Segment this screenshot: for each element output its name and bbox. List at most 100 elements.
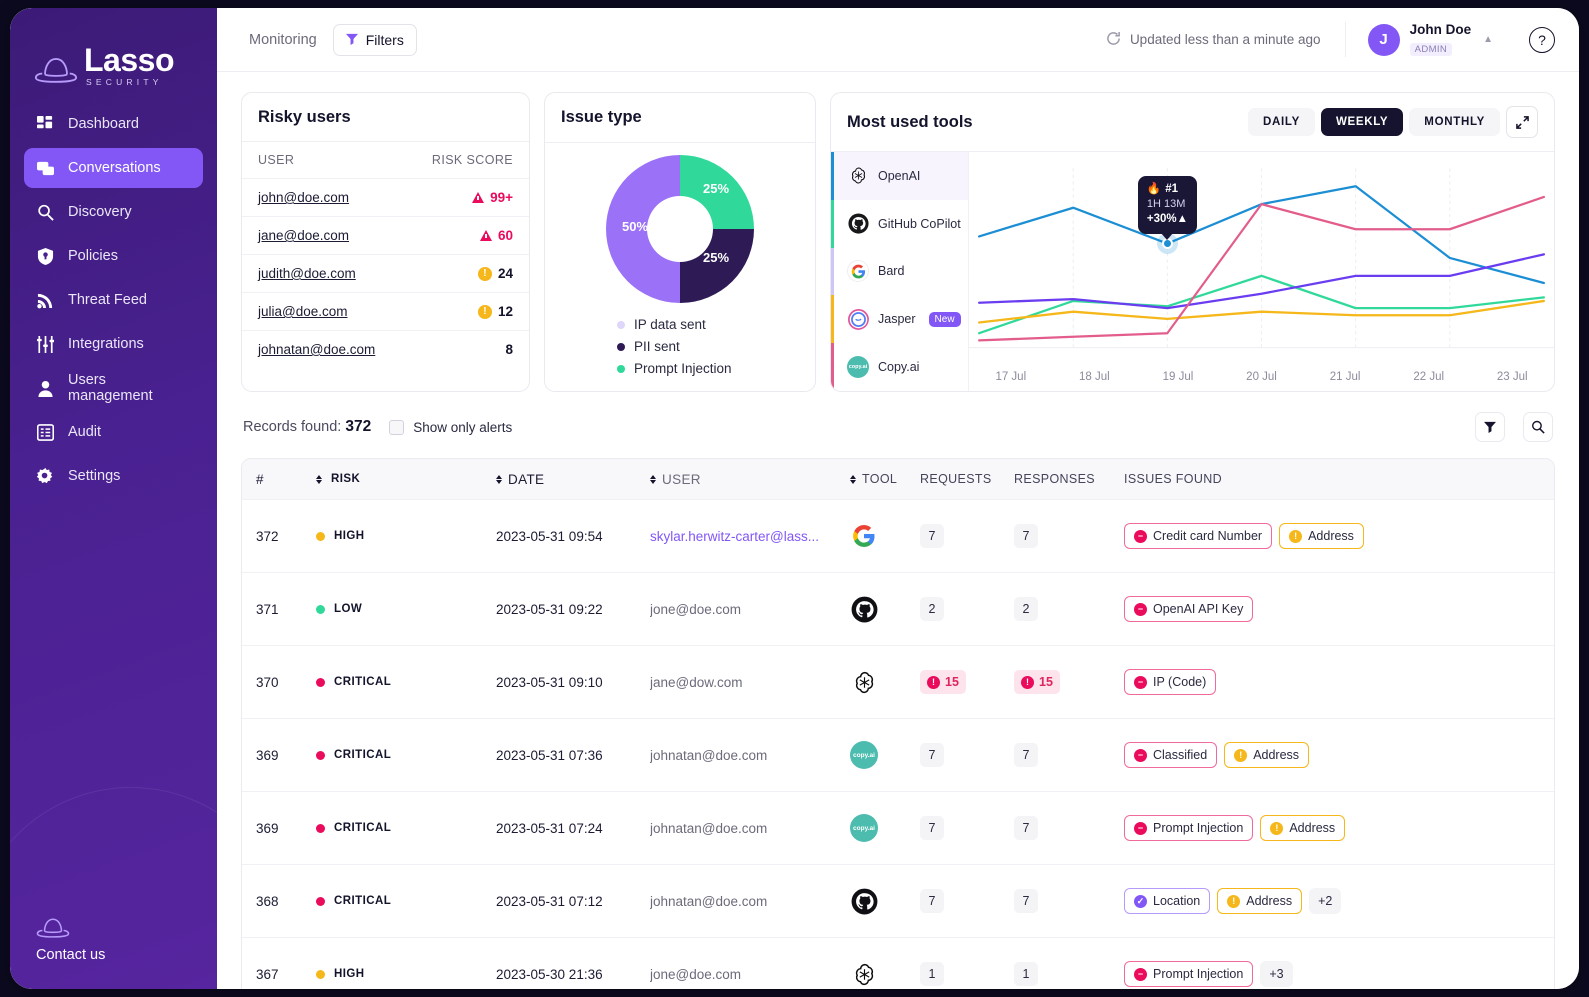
cell-date: 2023-05-31 07:24 [496, 820, 603, 836]
issue-more-badge[interactable]: +2 [1309, 888, 1342, 914]
risky-user-row[interactable]: johnatan@doe.com 8 [242, 331, 529, 368]
sidebar-item-conversations[interactable]: Conversations [24, 148, 203, 188]
user-menu[interactable]: J John Doe ADMIN ▲ [1344, 22, 1493, 57]
legend-label: IP data sent [634, 317, 706, 332]
cell-issues: − Prompt Injection! Address [1124, 815, 1554, 841]
issue-tag[interactable]: − IP (Code) [1124, 669, 1217, 695]
count-badge: 7 [920, 889, 944, 913]
table-row[interactable]: 368 CRITICAL 2023-05-31 07:12 johnatan@doe.… [242, 864, 1554, 937]
tool-label: OpenAI [878, 168, 921, 183]
col-header-risk[interactable]: RISK [316, 473, 496, 485]
table-row[interactable]: 371 LOW 2023-05-31 09:22 jone@doe.com 2 2 − Ope… [242, 572, 1554, 645]
sidebar-item-label: Threat Feed [68, 292, 147, 308]
cell-date: 2023-05-30 21:36 [496, 966, 603, 982]
col-header-user[interactable]: USER [650, 472, 850, 487]
tool-item-openai[interactable]: OpenAI [831, 152, 968, 200]
table-body: 372 HIGH 2023-05-31 09:54 skylar.herwitz-ca… [242, 499, 1554, 989]
logo-wordmark: Lasso [84, 41, 174, 78]
issue-tag[interactable]: ✓ Location [1124, 888, 1211, 914]
range-daily-button[interactable]: DAILY [1248, 108, 1315, 136]
risky-user-email[interactable]: judith@doe.com [258, 266, 356, 281]
count-badge: 2 [920, 597, 944, 621]
risky-user-row[interactable]: john@doe.com 99+ [242, 179, 529, 217]
cell-tool: copy.ai [850, 741, 920, 769]
table-row[interactable]: 369 CRITICAL 2023-05-31 07:36 johnatan@doe.… [242, 718, 1554, 791]
risky-user-email[interactable]: johnatan@doe.com [258, 342, 376, 357]
tool-item-jasper[interactable]: Jasper New [831, 295, 968, 344]
col-header-date[interactable]: DATE [496, 472, 650, 487]
checkbox-box[interactable] [389, 419, 405, 435]
issue-tag[interactable]: − Classified [1124, 742, 1218, 768]
risky-user-email[interactable]: john@doe.com [258, 190, 350, 205]
issue-tag[interactable]: − OpenAI API Key [1124, 596, 1254, 622]
issue-more-badge[interactable]: +3 [1260, 961, 1293, 987]
issue-tag[interactable]: − Prompt Injection [1124, 961, 1254, 987]
count-badge: ! 15 [920, 670, 966, 694]
sort-icon[interactable] [316, 474, 322, 484]
table-row[interactable]: 370 CRITICAL 2023-05-31 09:10 jane@dow.com!… [242, 645, 1554, 718]
contact-us-link[interactable]: Contact us [36, 915, 105, 963]
google-icon [850, 522, 878, 550]
sidebar-item-policies[interactable]: Policies [24, 236, 203, 276]
issue-tag[interactable]: − Prompt Injection [1124, 815, 1254, 841]
expand-icon[interactable] [1506, 106, 1538, 138]
table-row[interactable]: 372 HIGH 2023-05-31 09:54 skylar.herwitz-ca… [242, 499, 1554, 572]
count-badge: 2 [1014, 597, 1038, 621]
col-header-tool[interactable]: TOOL [850, 472, 920, 486]
issue-tag-dot-icon: − [1134, 529, 1147, 543]
risky-user-row[interactable]: julia@doe.com ! 12 [242, 293, 529, 331]
show-only-alerts-checkbox[interactable]: Show only alerts [389, 419, 512, 435]
range-monthly-button[interactable]: MONTHLY [1409, 108, 1500, 136]
sidebar-item-settings[interactable]: Settings [24, 456, 203, 496]
sidebar-item-users-management[interactable]: Users management [24, 368, 203, 408]
legend-item: IP data sent [617, 317, 732, 332]
cell-date: 2023-05-31 09:54 [496, 528, 603, 544]
sidebar-item-dashboard[interactable]: Dashboard [24, 104, 203, 144]
risky-user-row[interactable]: judith@doe.com ! 24 [242, 255, 529, 293]
cell-risk: CRITICAL [316, 749, 496, 761]
warning-circle-icon: ! [477, 266, 492, 281]
refresh-icon[interactable] [1106, 31, 1121, 49]
tool-item-github-copilot[interactable]: GitHub CoPilot [831, 199, 968, 248]
tool-item-bard[interactable]: Bard [831, 247, 968, 296]
issue-tag-dot-icon: ! [1270, 821, 1284, 835]
table-row[interactable]: 367 HIGH 2023-05-30 21:36 jone@doe.com 1 1 − Pr… [242, 937, 1554, 989]
table-header-row: # RISK DATE USER TOOL REQUESTS RESPONSES… [242, 459, 1554, 499]
issue-tag[interactable]: ! Address [1279, 523, 1364, 549]
risky-user-row[interactable]: jane@doe.com 60 [242, 217, 529, 255]
issue-type-legend: IP data sent PII sent Prompt Injection [545, 317, 732, 383]
x-tick: 23 Jul [1496, 371, 1528, 383]
help-icon[interactable]: ? [1529, 26, 1555, 53]
table-search-button[interactable] [1523, 412, 1553, 442]
count-badge: 7 [920, 743, 944, 767]
chat-icon [36, 159, 54, 177]
x-tick: 17 Jul [995, 371, 1027, 383]
risk-dot-icon [316, 969, 325, 979]
sidebar-item-discovery[interactable]: Discovery [24, 192, 203, 232]
issue-tag[interactable]: ! Address [1260, 815, 1346, 841]
filters-button[interactable]: Filters [332, 23, 417, 56]
risky-user-email[interactable]: julia@doe.com [258, 304, 348, 319]
issue-tag[interactable]: ! Address [1217, 888, 1303, 914]
sidebar-nav: Dashboard Conversations Discovery Polici… [10, 104, 217, 496]
updated-status: Updated less than a minute ago [1106, 31, 1321, 49]
cell-date: 2023-05-31 09:22 [496, 601, 603, 617]
sidebar-item-threat-feed[interactable]: Threat Feed [24, 280, 203, 320]
cell-user[interactable]: skylar.herwitz-carter@lass... [650, 528, 819, 544]
risk-dot-icon [316, 531, 325, 541]
issue-tag[interactable]: ! Address [1224, 742, 1310, 768]
sidebar-item-integrations[interactable]: Integrations [24, 324, 203, 364]
range-weekly-button[interactable]: WEEKLY [1320, 108, 1404, 136]
tool-item-copyai[interactable]: copy.ai Copy.ai [831, 343, 968, 391]
risky-user-email[interactable]: jane@doe.com [258, 228, 350, 243]
issue-tag[interactable]: − Credit card Number [1124, 523, 1273, 549]
sort-icon[interactable] [650, 474, 656, 484]
issue-tag-label: OpenAI API Key [1153, 602, 1244, 616]
risky-user-score: 60 [479, 228, 513, 243]
sidebar-item-audit[interactable]: Audit [24, 412, 203, 452]
risk-dot-icon [316, 823, 325, 833]
table-filter-button[interactable] [1475, 412, 1505, 442]
table-row[interactable]: 369 CRITICAL 2023-05-31 07:24 johnatan@doe.… [242, 791, 1554, 864]
sort-icon[interactable] [496, 474, 502, 484]
sort-icon[interactable] [850, 474, 856, 484]
